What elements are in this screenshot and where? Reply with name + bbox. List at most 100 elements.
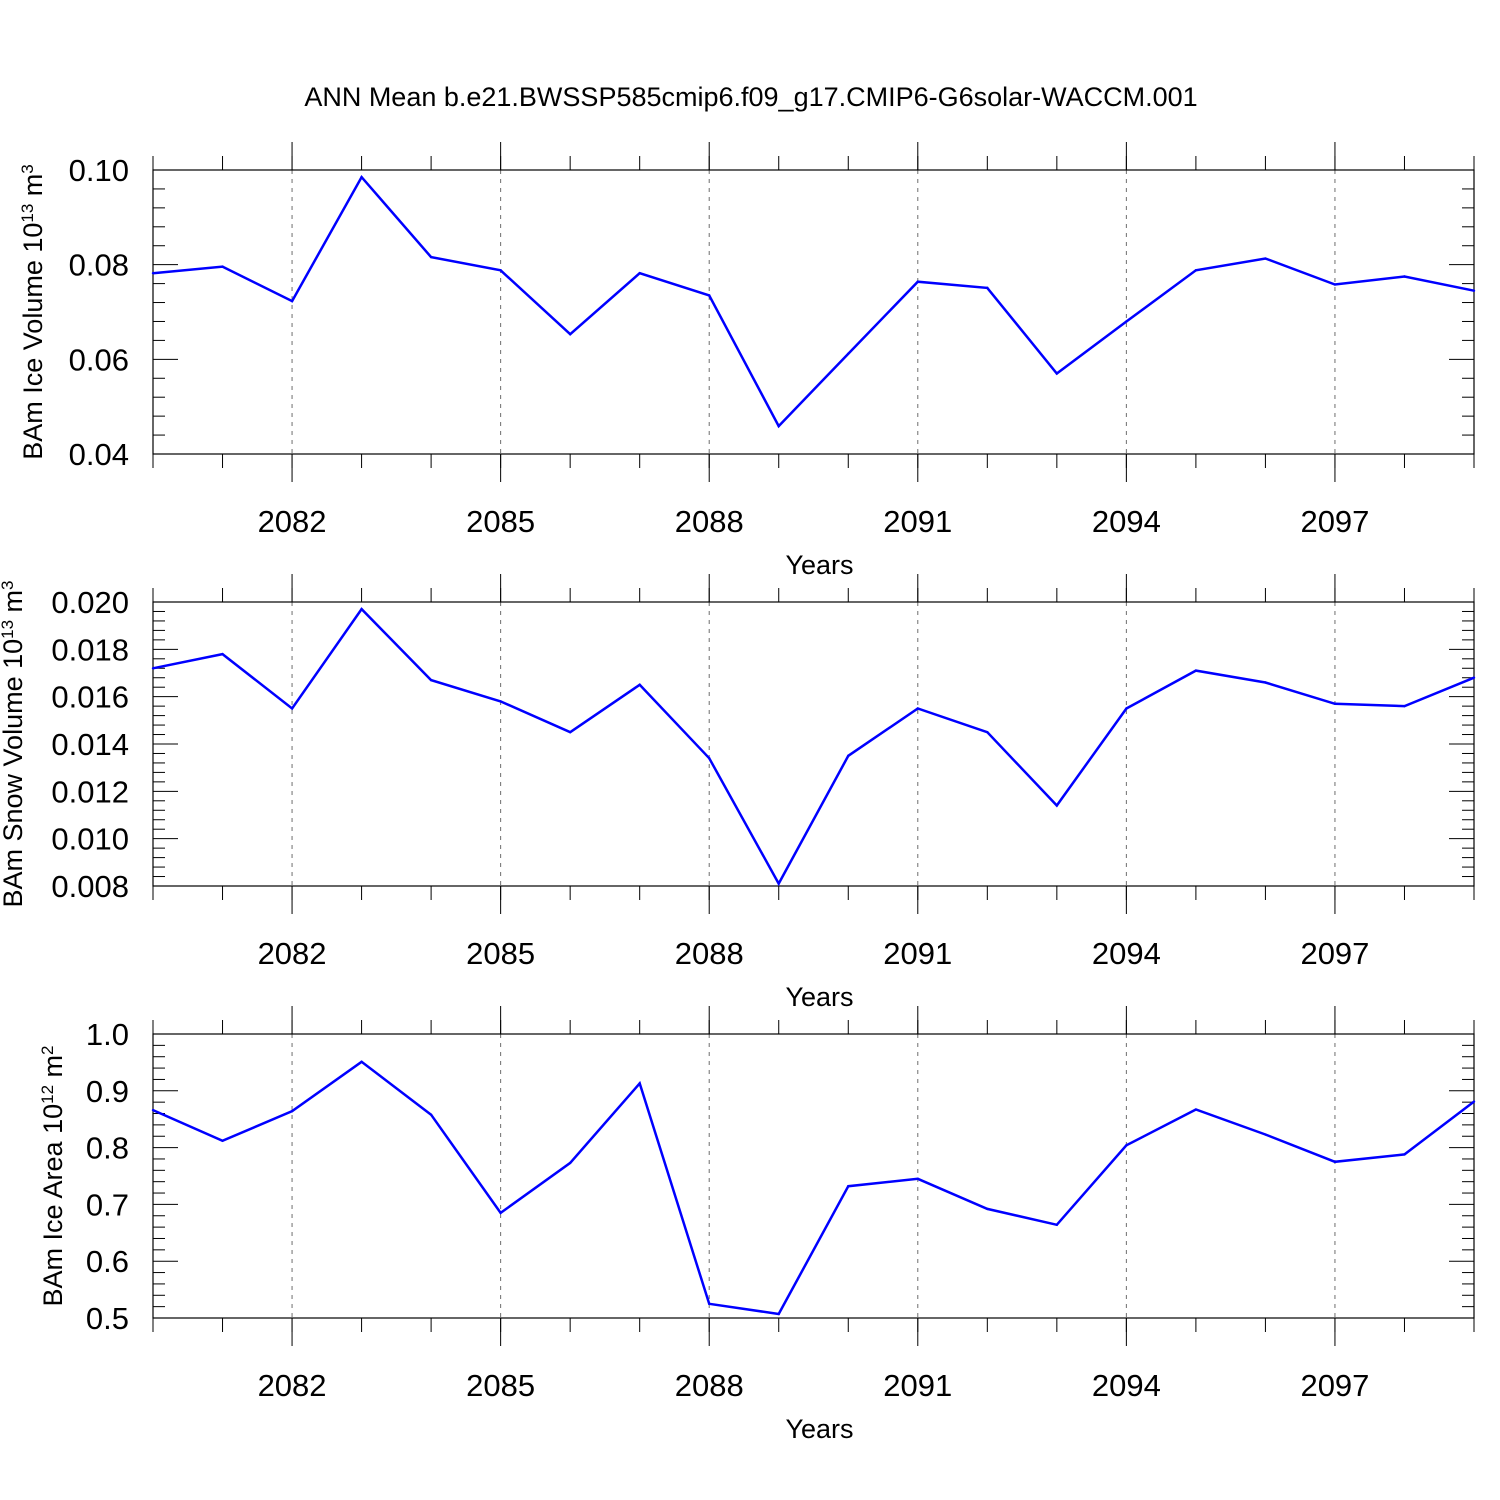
- data-point: [499, 269, 502, 272]
- data-point: [1194, 1108, 1198, 1111]
- data-point: [568, 730, 572, 734]
- data-point: [499, 1211, 502, 1215]
- data-point: [429, 255, 433, 259]
- data-point: [1333, 702, 1337, 705]
- x-axis-title: Years: [785, 1414, 853, 1444]
- y-tick-label: 0.9: [86, 1074, 129, 1109]
- y-tick-label: 0.012: [51, 774, 129, 809]
- series-line: [152, 607, 1475, 887]
- data-point: [638, 271, 641, 275]
- data-point: [916, 1177, 919, 1181]
- data-point: [847, 754, 850, 758]
- data-point: [499, 700, 502, 703]
- y-tick-label: 0.04: [69, 437, 129, 472]
- y-tick-label: 0.7: [86, 1187, 129, 1222]
- y-tick-label: 0.06: [69, 342, 129, 377]
- data-point: [290, 299, 294, 303]
- data-point: [638, 1082, 641, 1085]
- data-point: [429, 678, 433, 682]
- y-axis-title-exponent: 13: [18, 204, 37, 223]
- x-tick-label: 2088: [675, 936, 744, 971]
- y-tick-label: 0.08: [69, 248, 129, 283]
- x-tick-label: 2094: [1092, 1368, 1161, 1403]
- x-tick-label: 2097: [1300, 1368, 1369, 1403]
- x-tick-label: 2082: [258, 936, 327, 971]
- y-axis-title-unit-exponent: 2: [38, 1046, 57, 1055]
- data-point: [1333, 283, 1337, 286]
- data-point: [916, 280, 919, 283]
- data-point: [1125, 320, 1128, 323]
- series-line: [152, 1060, 1475, 1316]
- data-point: [1403, 704, 1406, 708]
- x-tick-label: 2097: [1300, 936, 1369, 971]
- data-point: [1055, 804, 1059, 807]
- y-axis-title-unit-exponent: 3: [18, 164, 37, 173]
- plot-frame: [152, 601, 1475, 887]
- data-point: [221, 1139, 224, 1142]
- x-tick-label: 2097: [1300, 504, 1369, 539]
- y-tick-label: 0.016: [51, 680, 129, 715]
- data-point: [568, 333, 572, 336]
- data-point: [151, 667, 155, 670]
- x-tick-label: 2082: [258, 504, 327, 539]
- y-axis-title-exponent: 12: [38, 1085, 57, 1104]
- x-tick-label: 2085: [466, 936, 535, 971]
- data-point: [708, 294, 711, 297]
- data-point: [151, 271, 155, 275]
- figure-title: ANN Mean b.e21.BWSSP585cmip6.f09_g17.CMI…: [304, 82, 1197, 112]
- y-tick-label: 0.5: [86, 1301, 129, 1336]
- plot-frame: [152, 169, 1475, 455]
- data-point: [1472, 676, 1476, 679]
- chart-panel-2: 2082 2085 2088 2091 2094 2097 0.008 0.010 0.012 0…: [0, 574, 1476, 1012]
- y-tick-label: 0.8: [86, 1131, 129, 1166]
- y-tick-label: 0.014: [51, 727, 129, 762]
- y-tick-label: 0.010: [51, 822, 129, 857]
- x-tick-label: 2091: [883, 1368, 952, 1403]
- data-point: [1194, 669, 1198, 672]
- data-point: [1403, 275, 1406, 278]
- y-axis-title-exponent: 13: [0, 620, 17, 639]
- data-point: [568, 1161, 572, 1165]
- data-point: [1194, 269, 1198, 272]
- x-tick-label: 2094: [1092, 936, 1161, 971]
- y-tick-label: 0.018: [51, 632, 129, 667]
- y-axis-title-text: BAm Ice Volume 10: [18, 223, 48, 460]
- x-tick-label: 2094: [1092, 504, 1161, 539]
- data-point: [1472, 1100, 1476, 1103]
- data-point: [360, 1060, 363, 1064]
- data-point: [290, 1110, 294, 1113]
- y-tick-label: 0.020: [51, 585, 129, 620]
- data-point: [290, 707, 294, 710]
- y-tick-label: 1.0: [86, 1017, 129, 1052]
- data-point: [1264, 1133, 1267, 1136]
- data-point: [847, 352, 850, 355]
- data-point: [708, 757, 711, 760]
- data-point: [777, 1312, 780, 1316]
- data-point: [1055, 1223, 1059, 1227]
- x-tick-label: 2088: [675, 1368, 744, 1403]
- data-point: [1264, 681, 1267, 684]
- x-tick-label: 2091: [883, 504, 952, 539]
- y-axis-title-unit: m: [0, 590, 28, 620]
- data-point: [1125, 707, 1128, 710]
- data-point: [986, 730, 989, 734]
- series-line: [152, 174, 1475, 429]
- data-point: [986, 286, 989, 290]
- data-point: [360, 607, 363, 611]
- chart-panel-1: 2082 2085 2088 2091 2094 2097 0.04 0.06 0.08 0.10…: [18, 142, 1476, 580]
- y-axis-title-unit: m: [18, 174, 48, 204]
- data-point: [221, 652, 224, 656]
- data-point: [1264, 257, 1267, 260]
- x-axis-title: Years: [785, 982, 853, 1012]
- data-point: [916, 707, 919, 710]
- data-point: [221, 265, 224, 268]
- chart-panel-3: 2082 2085 2088 2091 2094 2097 0.5 0.6 0.7 0.8 0.9 1…: [38, 1006, 1476, 1444]
- data-point: [638, 683, 641, 687]
- y-tick-label: 0.10: [69, 153, 129, 188]
- data-point: [429, 1113, 433, 1116]
- data-point: [847, 1185, 850, 1188]
- x-axis-title: Years: [785, 550, 853, 580]
- y-axis-title: BAm Ice Area 1012 m2: [38, 1046, 69, 1307]
- x-tick-label: 2085: [466, 1368, 535, 1403]
